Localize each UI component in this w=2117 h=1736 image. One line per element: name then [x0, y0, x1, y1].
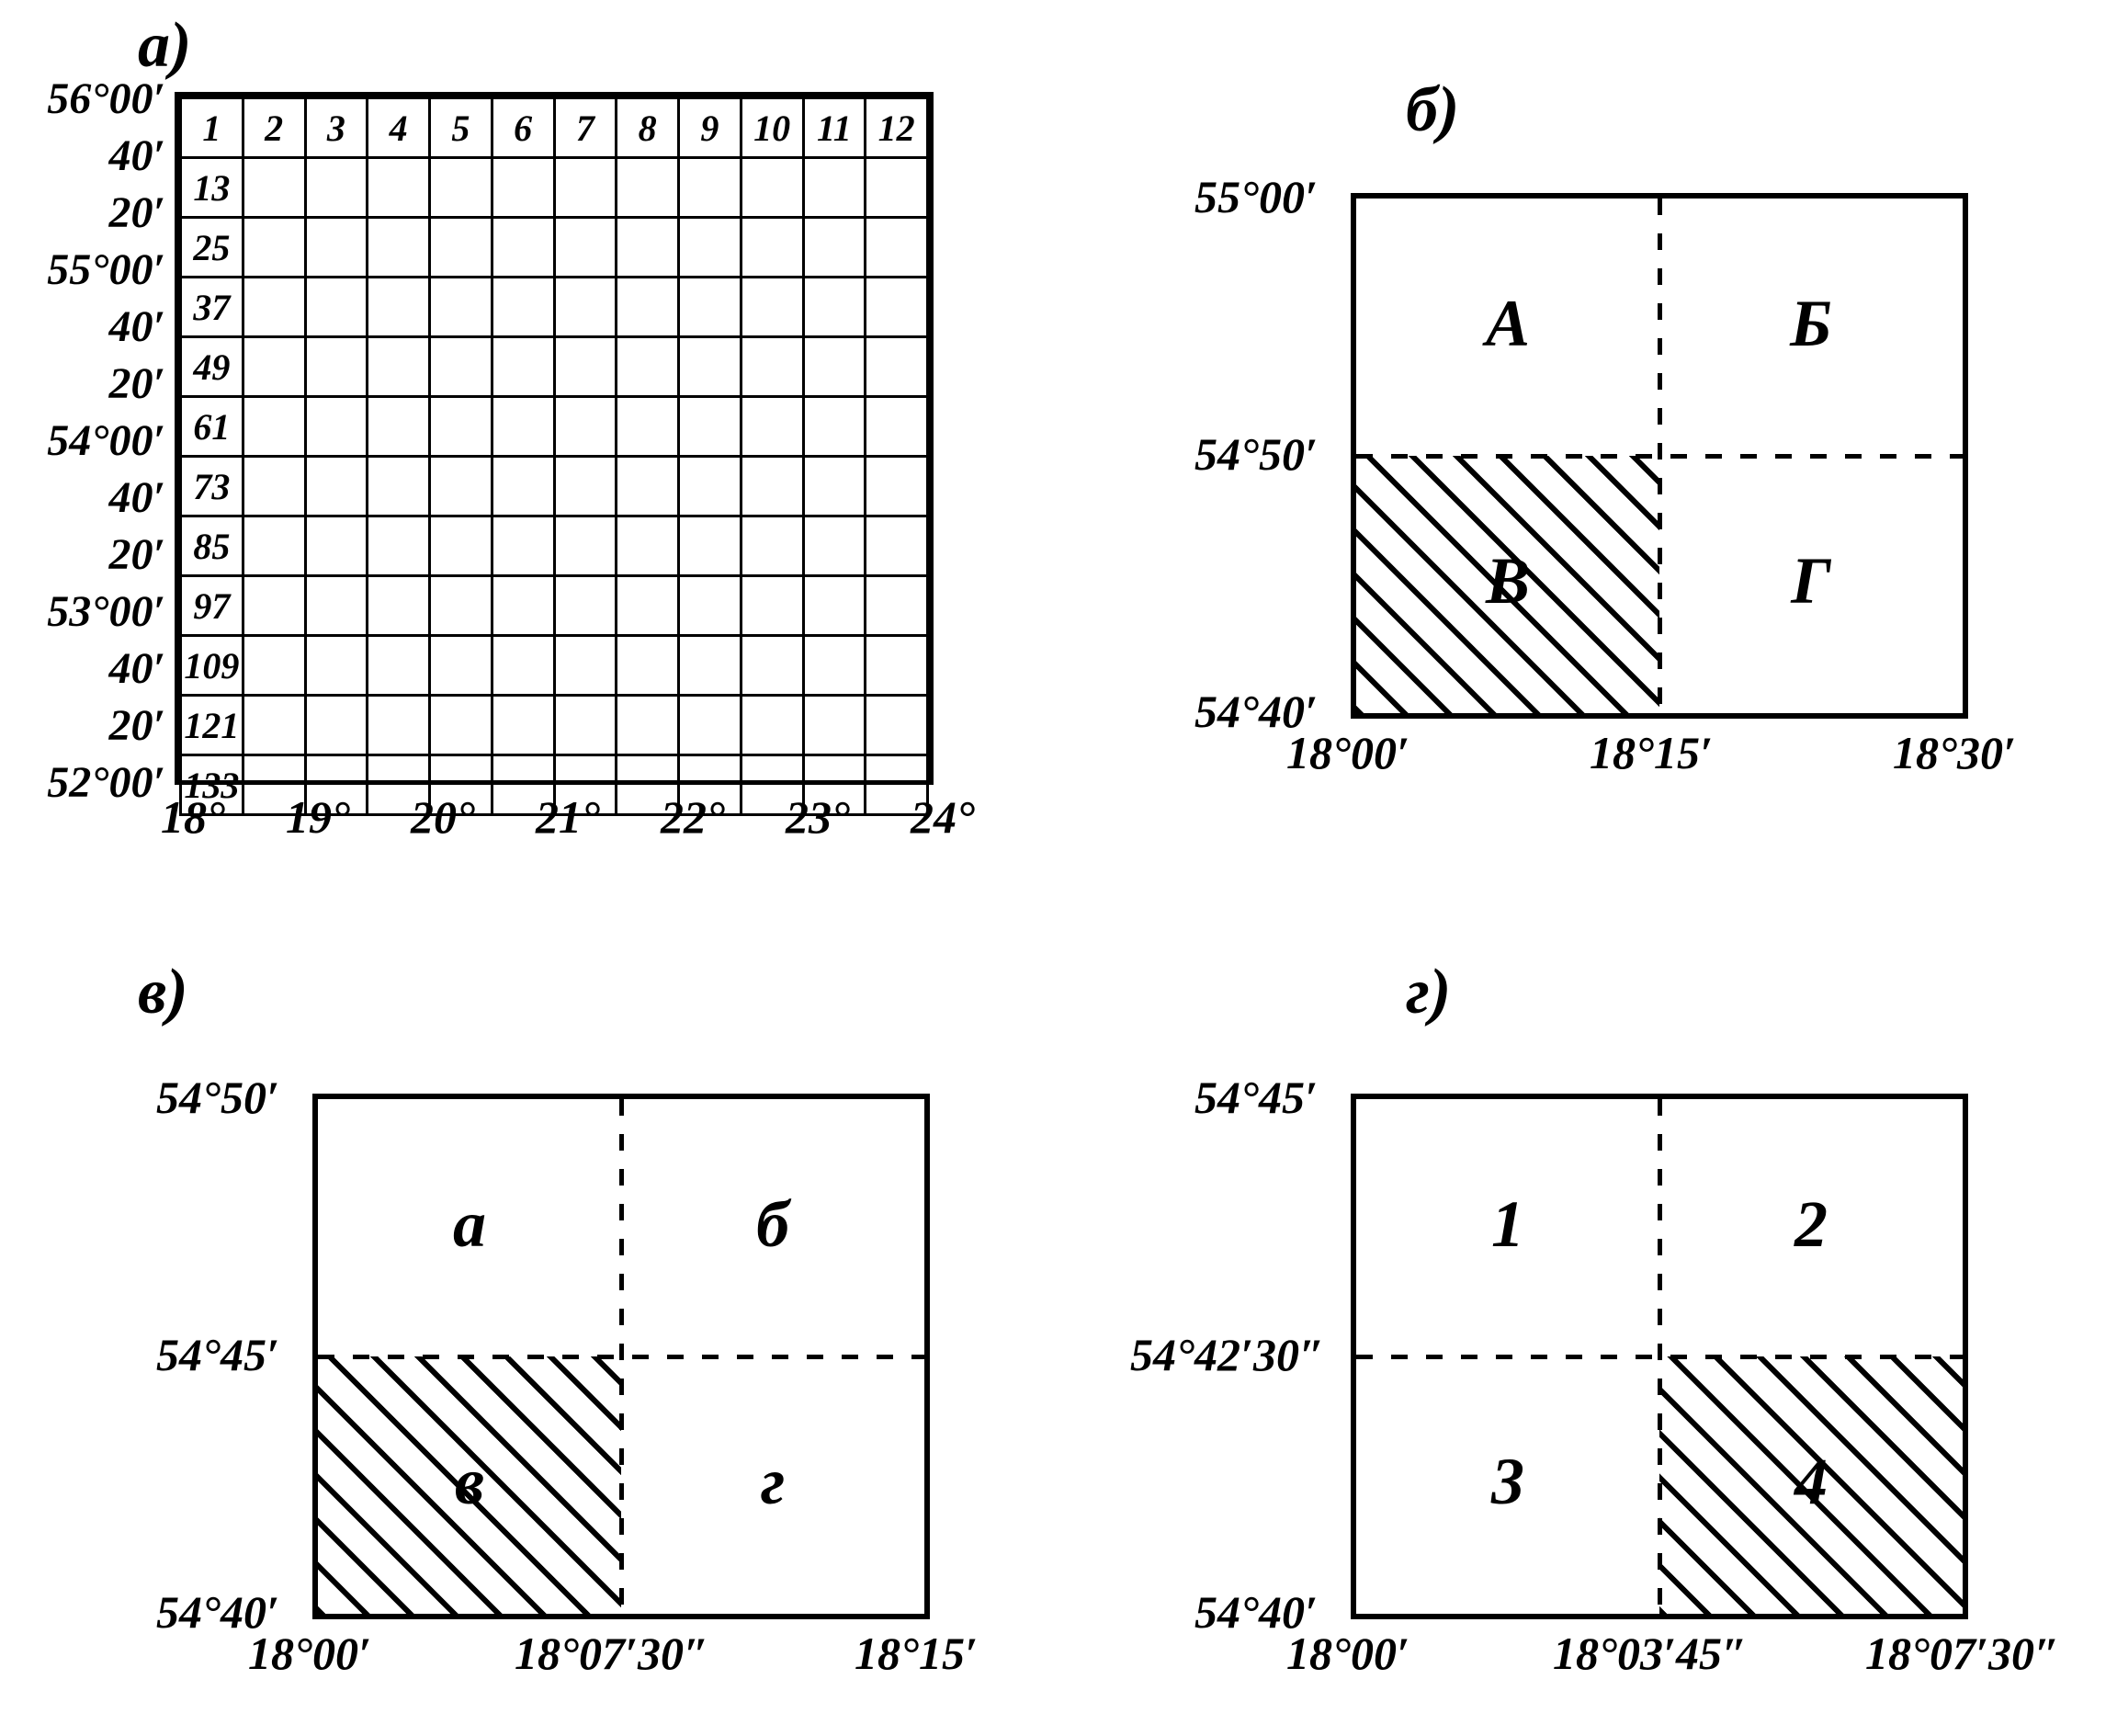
y-tick: 54°45′ [1194, 1071, 1318, 1124]
y-tick: 54°42′30″ [1130, 1328, 1325, 1381]
cell-bl: 3 [1453, 1444, 1563, 1520]
x-tick: 18°00′ [1286, 1627, 1409, 1680]
panel-g-label: г) [1406, 956, 1451, 1029]
x-tick: 18°07′30″ [1865, 1627, 2060, 1680]
cell-tr: 2 [1756, 1186, 1866, 1263]
panel-g: г) 1 2 3 4 54°45′ 54°42′30″ 54°40′ 18°00… [0, 0, 2117, 1736]
dashed-v [1658, 1099, 1662, 1614]
x-tick: 18°03′45″ [1553, 1627, 1748, 1680]
cell-tl: 1 [1453, 1186, 1563, 1263]
quad-box-g: 1 2 3 4 [1351, 1094, 1968, 1619]
cell-br: 4 [1756, 1444, 1866, 1520]
